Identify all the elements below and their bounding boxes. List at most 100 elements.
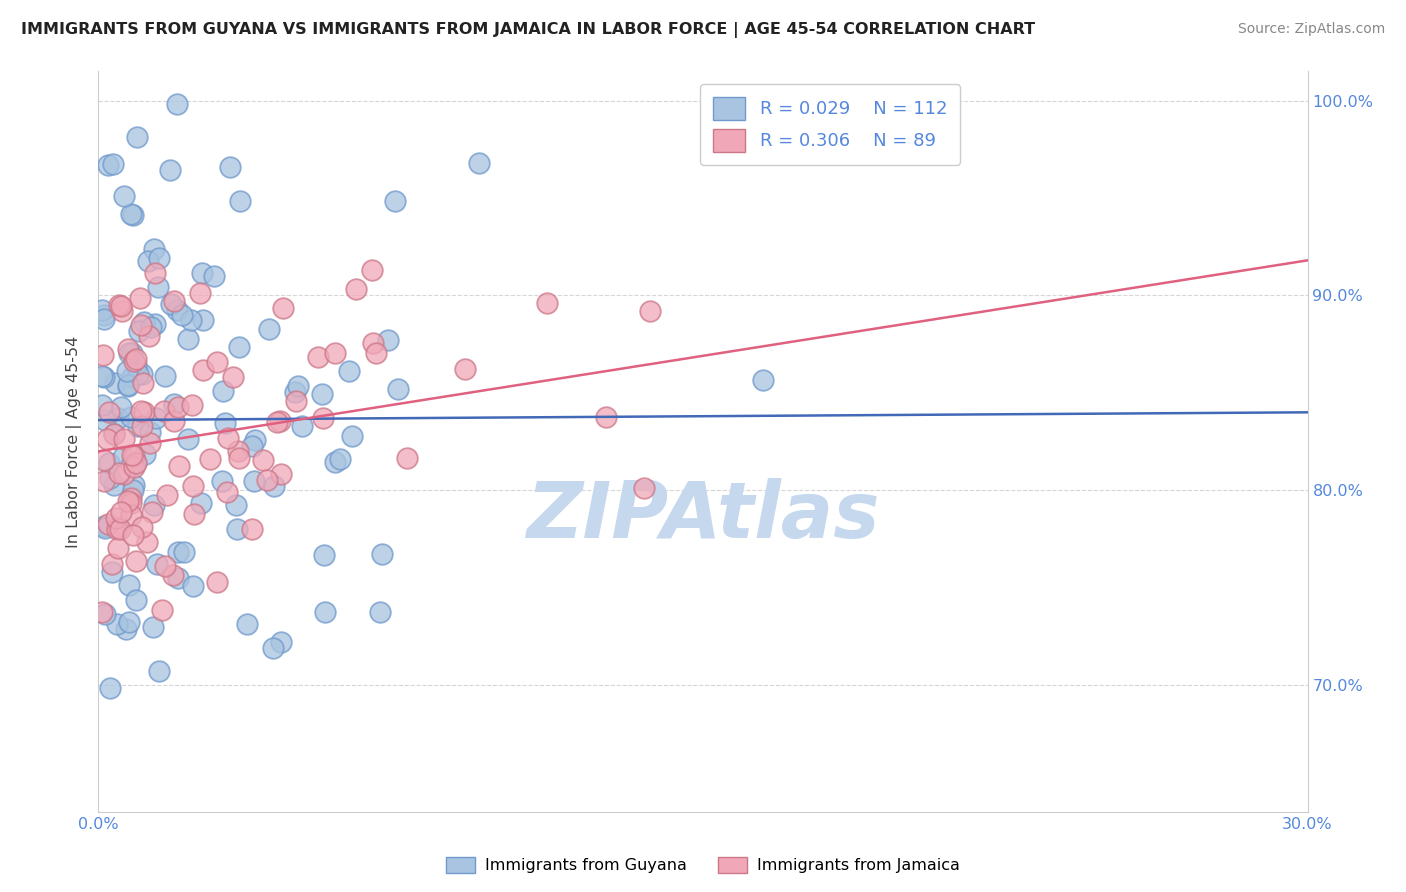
Point	[181, 398, 204, 412]
Point	[105, 520, 128, 534]
Point	[132, 405, 155, 419]
Point	[236, 616, 259, 631]
Point	[752, 373, 775, 387]
Point	[100, 471, 122, 485]
Point	[121, 346, 143, 360]
Point	[98, 681, 121, 695]
Point	[122, 460, 145, 475]
Text: ZIPAtlas: ZIPAtlas	[526, 477, 880, 554]
Point	[595, 409, 617, 424]
Point	[190, 496, 212, 510]
Point	[111, 450, 134, 464]
Point	[127, 368, 149, 382]
Point	[148, 251, 170, 265]
Point	[638, 304, 661, 318]
Point	[105, 511, 128, 525]
Point	[633, 481, 655, 495]
Point	[163, 415, 186, 429]
Point	[98, 404, 121, 418]
Point	[141, 505, 163, 519]
Point	[93, 607, 115, 622]
Point	[107, 541, 129, 555]
Point	[284, 385, 307, 400]
Point	[181, 579, 204, 593]
Point	[139, 425, 162, 439]
Point	[166, 303, 188, 318]
Point	[256, 473, 278, 487]
Point	[361, 263, 384, 277]
Point	[142, 242, 165, 256]
Point	[125, 554, 148, 568]
Point	[291, 418, 314, 433]
Point	[103, 477, 125, 491]
Point	[243, 433, 266, 447]
Point	[177, 433, 200, 447]
Point	[110, 401, 132, 415]
Point	[228, 450, 250, 465]
Point	[143, 266, 166, 280]
Point	[217, 431, 239, 445]
Point	[128, 324, 150, 338]
Point	[111, 303, 134, 318]
Point	[93, 311, 115, 326]
Point	[131, 367, 153, 381]
Point	[284, 393, 307, 408]
Point	[337, 364, 360, 378]
Point	[259, 322, 281, 336]
Point	[117, 379, 139, 393]
Point	[110, 522, 132, 536]
Point	[167, 401, 190, 415]
Point	[266, 415, 288, 429]
Point	[395, 450, 418, 465]
Point	[117, 494, 139, 508]
Point	[120, 491, 142, 505]
Point	[127, 419, 149, 434]
Point	[121, 528, 143, 542]
Point	[112, 432, 135, 446]
Point	[243, 475, 266, 489]
Point	[387, 382, 409, 396]
Point	[191, 266, 214, 280]
Point	[101, 565, 124, 579]
Point	[120, 495, 142, 509]
Point	[125, 358, 148, 372]
Point	[115, 364, 138, 378]
Legend: Immigrants from Guyana, Immigrants from Jamaica: Immigrants from Guyana, Immigrants from …	[440, 850, 966, 880]
Point	[340, 429, 363, 443]
Point	[97, 517, 120, 532]
Point	[104, 376, 127, 391]
Point	[156, 488, 179, 502]
Point	[225, 498, 247, 512]
Point	[129, 404, 152, 418]
Point	[287, 379, 309, 393]
Point	[96, 433, 118, 447]
Point	[314, 548, 336, 562]
Point	[120, 409, 142, 424]
Point	[135, 534, 157, 549]
Point	[125, 456, 148, 470]
Point	[139, 320, 162, 334]
Point	[129, 291, 152, 305]
Point	[138, 329, 160, 343]
Point	[221, 370, 243, 384]
Point	[93, 518, 115, 533]
Point	[219, 160, 242, 174]
Point	[191, 363, 214, 377]
Point	[124, 449, 146, 463]
Point	[205, 574, 228, 589]
Point	[105, 522, 128, 536]
Point	[125, 352, 148, 367]
Point	[93, 348, 115, 362]
Point	[145, 317, 167, 331]
Point	[142, 499, 165, 513]
Point	[204, 269, 226, 284]
Point	[311, 386, 333, 401]
Point	[94, 413, 117, 427]
Point	[217, 485, 239, 500]
Point	[91, 398, 114, 412]
Point	[329, 452, 352, 467]
Point	[117, 345, 139, 359]
Point	[368, 605, 391, 619]
Point	[468, 155, 491, 169]
Point	[136, 254, 159, 268]
